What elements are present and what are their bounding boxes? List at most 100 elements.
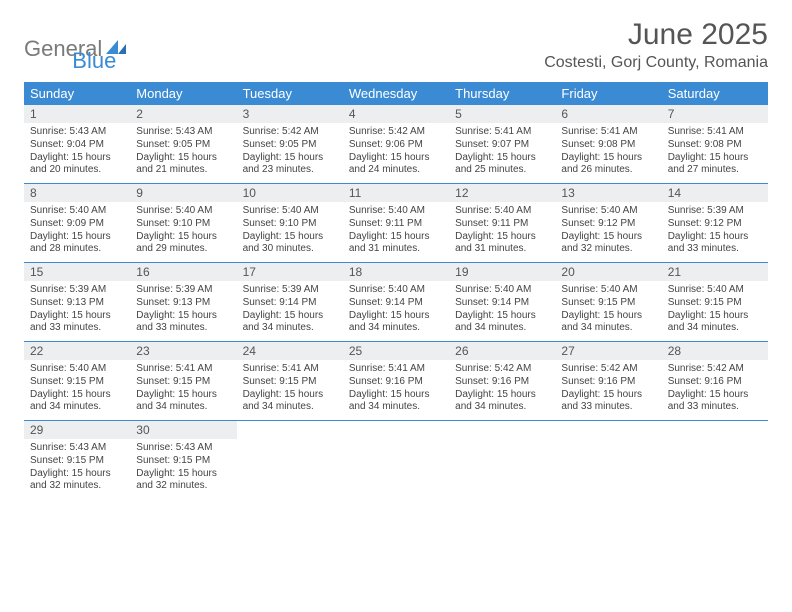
day-details: Sunrise: 5:39 AMSunset: 9:14 PMDaylight:… <box>237 281 343 339</box>
day-number: 12 <box>449 184 555 202</box>
calendar-cell: 3Sunrise: 5:42 AMSunset: 9:05 PMDaylight… <box>237 105 343 183</box>
calendar-cell: 26Sunrise: 5:42 AMSunset: 9:16 PMDayligh… <box>449 342 555 420</box>
day-details: Sunrise: 5:39 AMSunset: 9:13 PMDaylight:… <box>24 281 130 339</box>
calendar-cell: 29Sunrise: 5:43 AMSunset: 9:15 PMDayligh… <box>24 421 130 499</box>
day-number: 7 <box>662 105 768 123</box>
calendar-week-row: 22Sunrise: 5:40 AMSunset: 9:15 PMDayligh… <box>24 342 768 421</box>
weekday-header-row: SundayMondayTuesdayWednesdayThursdayFrid… <box>24 82 768 105</box>
day-number: 2 <box>130 105 236 123</box>
calendar-week-row: 15Sunrise: 5:39 AMSunset: 9:13 PMDayligh… <box>24 263 768 342</box>
day-number: 8 <box>24 184 130 202</box>
calendar-cell: 19Sunrise: 5:40 AMSunset: 9:14 PMDayligh… <box>449 263 555 341</box>
day-details: Sunrise: 5:43 AMSunset: 9:04 PMDaylight:… <box>24 123 130 181</box>
day-number: 22 <box>24 342 130 360</box>
day-details: Sunrise: 5:41 AMSunset: 9:08 PMDaylight:… <box>555 123 661 181</box>
calendar-week-row: 8Sunrise: 5:40 AMSunset: 9:09 PMDaylight… <box>24 184 768 263</box>
calendar-cell: 5Sunrise: 5:41 AMSunset: 9:07 PMDaylight… <box>449 105 555 183</box>
day-number: 15 <box>24 263 130 281</box>
calendar-cell: 1Sunrise: 5:43 AMSunset: 9:04 PMDaylight… <box>24 105 130 183</box>
calendar-cell: 30Sunrise: 5:43 AMSunset: 9:15 PMDayligh… <box>130 421 236 499</box>
day-number: 10 <box>237 184 343 202</box>
day-number: 4 <box>343 105 449 123</box>
weekday-header: Tuesday <box>237 82 343 105</box>
day-details: Sunrise: 5:43 AMSunset: 9:05 PMDaylight:… <box>130 123 236 181</box>
weekday-header: Wednesday <box>343 82 449 105</box>
day-number: 28 <box>662 342 768 360</box>
day-details: Sunrise: 5:40 AMSunset: 9:11 PMDaylight:… <box>343 202 449 260</box>
day-details: Sunrise: 5:40 AMSunset: 9:14 PMDaylight:… <box>449 281 555 339</box>
day-number: 17 <box>237 263 343 281</box>
day-details: Sunrise: 5:42 AMSunset: 9:16 PMDaylight:… <box>449 360 555 418</box>
day-number: 13 <box>555 184 661 202</box>
calendar-cell: 24Sunrise: 5:41 AMSunset: 9:15 PMDayligh… <box>237 342 343 420</box>
day-details: Sunrise: 5:39 AMSunset: 9:12 PMDaylight:… <box>662 202 768 260</box>
page-title: June 2025 <box>544 18 768 52</box>
day-details: Sunrise: 5:40 AMSunset: 9:11 PMDaylight:… <box>449 202 555 260</box>
weekday-header: Monday <box>130 82 236 105</box>
calendar-cell <box>343 421 449 499</box>
calendar-cell: 16Sunrise: 5:39 AMSunset: 9:13 PMDayligh… <box>130 263 236 341</box>
day-number: 29 <box>24 421 130 439</box>
day-details: Sunrise: 5:40 AMSunset: 9:10 PMDaylight:… <box>237 202 343 260</box>
page: General Blue June 2025 Costesti, Gorj Co… <box>0 0 792 517</box>
header: General Blue June 2025 Costesti, Gorj Co… <box>24 18 768 74</box>
calendar-cell: 15Sunrise: 5:39 AMSunset: 9:13 PMDayligh… <box>24 263 130 341</box>
day-number: 9 <box>130 184 236 202</box>
day-details: Sunrise: 5:42 AMSunset: 9:16 PMDaylight:… <box>662 360 768 418</box>
calendar-cell: 12Sunrise: 5:40 AMSunset: 9:11 PMDayligh… <box>449 184 555 262</box>
calendar-cell: 14Sunrise: 5:39 AMSunset: 9:12 PMDayligh… <box>662 184 768 262</box>
day-number: 6 <box>555 105 661 123</box>
day-details: Sunrise: 5:42 AMSunset: 9:05 PMDaylight:… <box>237 123 343 181</box>
day-number: 23 <box>130 342 236 360</box>
calendar-cell: 13Sunrise: 5:40 AMSunset: 9:12 PMDayligh… <box>555 184 661 262</box>
day-number: 5 <box>449 105 555 123</box>
calendar-cell: 21Sunrise: 5:40 AMSunset: 9:15 PMDayligh… <box>662 263 768 341</box>
day-details: Sunrise: 5:41 AMSunset: 9:16 PMDaylight:… <box>343 360 449 418</box>
calendar-cell <box>237 421 343 499</box>
calendar-week-row: 29Sunrise: 5:43 AMSunset: 9:15 PMDayligh… <box>24 421 768 499</box>
day-number: 19 <box>449 263 555 281</box>
day-number: 1 <box>24 105 130 123</box>
day-details: Sunrise: 5:42 AMSunset: 9:06 PMDaylight:… <box>343 123 449 181</box>
day-number: 3 <box>237 105 343 123</box>
day-details: Sunrise: 5:41 AMSunset: 9:15 PMDaylight:… <box>130 360 236 418</box>
weekday-header: Sunday <box>24 82 130 105</box>
calendar-cell: 6Sunrise: 5:41 AMSunset: 9:08 PMDaylight… <box>555 105 661 183</box>
location-label: Costesti, Gorj County, Romania <box>544 54 768 72</box>
day-number: 27 <box>555 342 661 360</box>
day-number: 26 <box>449 342 555 360</box>
calendar-cell: 4Sunrise: 5:42 AMSunset: 9:06 PMDaylight… <box>343 105 449 183</box>
title-block: June 2025 Costesti, Gorj County, Romania <box>544 18 768 72</box>
day-details: Sunrise: 5:41 AMSunset: 9:07 PMDaylight:… <box>449 123 555 181</box>
day-details: Sunrise: 5:39 AMSunset: 9:13 PMDaylight:… <box>130 281 236 339</box>
day-number: 30 <box>130 421 236 439</box>
day-details: Sunrise: 5:41 AMSunset: 9:08 PMDaylight:… <box>662 123 768 181</box>
day-number: 18 <box>343 263 449 281</box>
day-number: 16 <box>130 263 236 281</box>
day-details: Sunrise: 5:40 AMSunset: 9:10 PMDaylight:… <box>130 202 236 260</box>
calendar-cell: 18Sunrise: 5:40 AMSunset: 9:14 PMDayligh… <box>343 263 449 341</box>
day-details: Sunrise: 5:43 AMSunset: 9:15 PMDaylight:… <box>130 439 236 497</box>
day-details: Sunrise: 5:42 AMSunset: 9:16 PMDaylight:… <box>555 360 661 418</box>
day-details: Sunrise: 5:41 AMSunset: 9:15 PMDaylight:… <box>237 360 343 418</box>
calendar: SundayMondayTuesdayWednesdayThursdayFrid… <box>24 82 768 499</box>
calendar-cell: 2Sunrise: 5:43 AMSunset: 9:05 PMDaylight… <box>130 105 236 183</box>
calendar-cell: 28Sunrise: 5:42 AMSunset: 9:16 PMDayligh… <box>662 342 768 420</box>
weekday-header: Thursday <box>449 82 555 105</box>
calendar-cell <box>449 421 555 499</box>
day-number: 14 <box>662 184 768 202</box>
logo-text-blue: Blue <box>72 48 116 74</box>
calendar-cell <box>662 421 768 499</box>
calendar-cell: 7Sunrise: 5:41 AMSunset: 9:08 PMDaylight… <box>662 105 768 183</box>
day-details: Sunrise: 5:40 AMSunset: 9:15 PMDaylight:… <box>662 281 768 339</box>
calendar-cell: 10Sunrise: 5:40 AMSunset: 9:10 PMDayligh… <box>237 184 343 262</box>
day-number: 25 <box>343 342 449 360</box>
day-details: Sunrise: 5:40 AMSunset: 9:12 PMDaylight:… <box>555 202 661 260</box>
day-details: Sunrise: 5:43 AMSunset: 9:15 PMDaylight:… <box>24 439 130 497</box>
day-number: 21 <box>662 263 768 281</box>
day-number: 20 <box>555 263 661 281</box>
logo: General Blue <box>24 18 116 74</box>
calendar-cell: 22Sunrise: 5:40 AMSunset: 9:15 PMDayligh… <box>24 342 130 420</box>
day-number: 24 <box>237 342 343 360</box>
calendar-cell: 27Sunrise: 5:42 AMSunset: 9:16 PMDayligh… <box>555 342 661 420</box>
